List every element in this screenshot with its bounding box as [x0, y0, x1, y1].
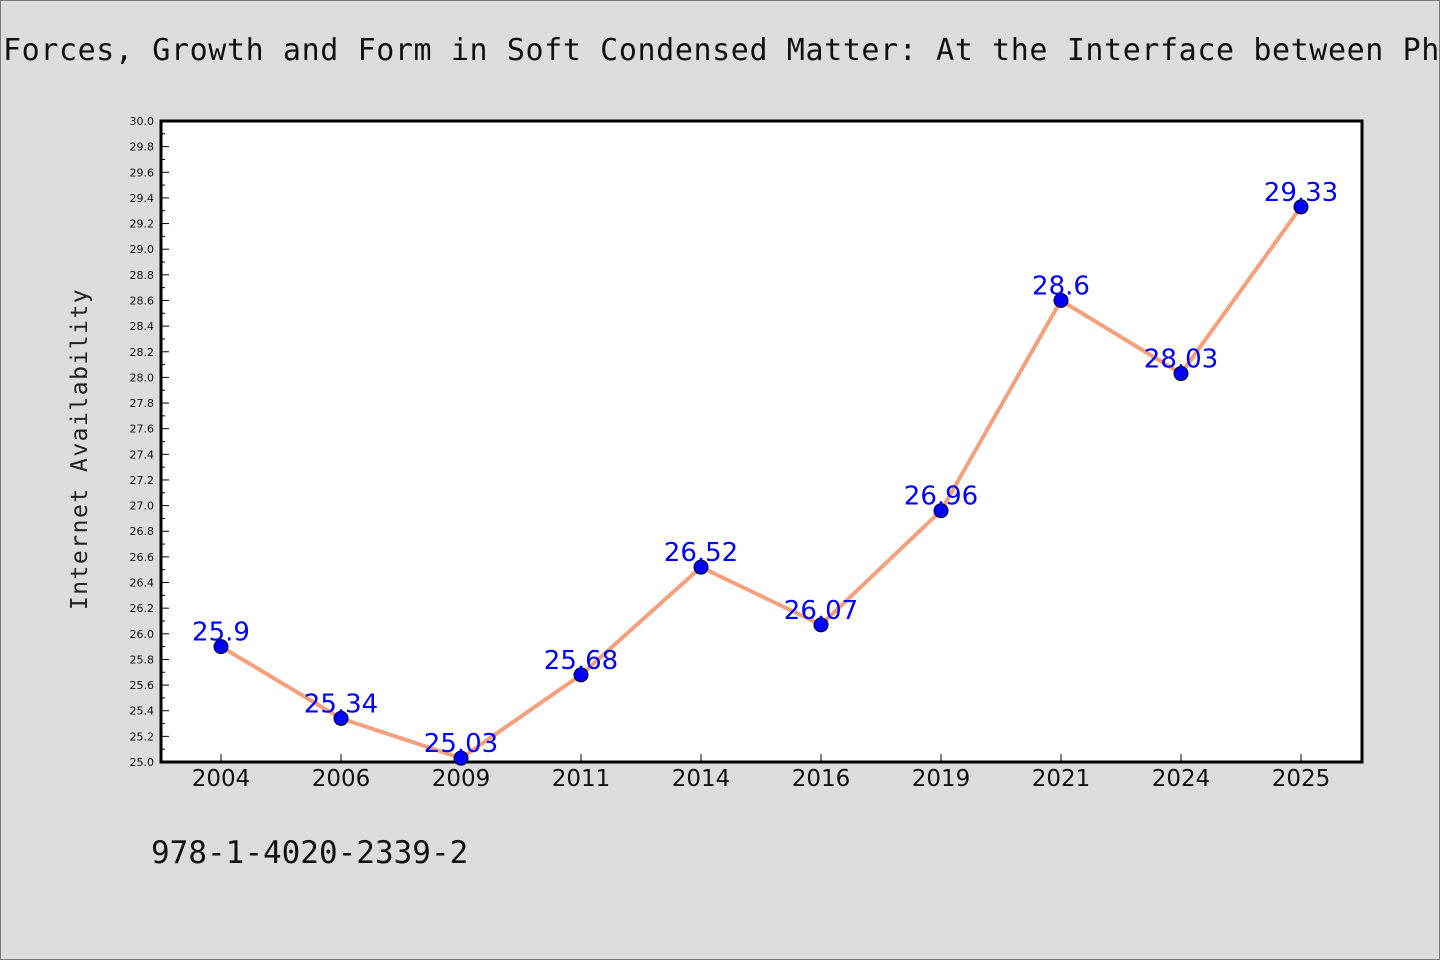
x-tick-label: 2009 — [432, 766, 491, 792]
x-tick-label: 2016 — [792, 766, 851, 792]
y-tick-label: 27.6 — [130, 423, 155, 436]
y-tick-label: 26.8 — [130, 525, 155, 538]
data-label: 28.6 — [1032, 271, 1090, 301]
y-tick-label: 26.6 — [130, 551, 155, 564]
y-axis-label: Internet Availability — [67, 288, 93, 610]
y-tick-label: 25.8 — [130, 653, 155, 666]
data-label: 25.68 — [544, 646, 618, 676]
y-tick-label: 29.4 — [130, 192, 155, 205]
y-tick-label: 27.0 — [130, 500, 155, 513]
isbn-text: 978-1-4020-2339-2 — [151, 835, 469, 871]
y-tick-label: 29.0 — [130, 243, 155, 256]
data-point — [1173, 366, 1189, 382]
data-point — [333, 710, 349, 726]
x-tick-label: 2011 — [552, 766, 611, 792]
data-point — [453, 750, 469, 766]
data-point — [693, 559, 709, 575]
y-tick-label: 29.2 — [130, 218, 155, 231]
y-tick-label: 30.0 — [130, 115, 155, 128]
x-tick-label: 2019 — [912, 766, 971, 792]
data-label: 26.52 — [664, 538, 738, 568]
y-tick-label: 26.0 — [130, 628, 155, 641]
y-tick-label: 28.0 — [130, 371, 155, 384]
data-points — [213, 199, 1309, 766]
y-tick-label: 28.6 — [130, 294, 155, 307]
chart-title: Forces, Growth and Form in Soft Condense… — [3, 33, 1440, 68]
y-axis-ticks: 25.0 25.2 25.4 25.6 25.8 26.0 26.2 26.4 26.6 26.8… — [130, 115, 169, 769]
data-labels: 25.9 25.34 25.03 25.68 26.52 26.07 26.96 28.6 28… — [192, 178, 1338, 759]
series-line — [219, 205, 1303, 761]
y-tick-label: 29.8 — [130, 141, 155, 154]
data-point — [213, 639, 229, 655]
x-tick-label: 2025 — [1272, 766, 1331, 792]
x-tick-label: 2024 — [1152, 766, 1211, 792]
data-point — [1053, 292, 1069, 308]
data-point — [813, 617, 829, 633]
y-tick-label: 27.4 — [130, 448, 155, 461]
y-tick-label: 27.2 — [130, 474, 155, 487]
data-label: 29.33 — [1264, 178, 1338, 208]
x-tick-label: 2004 — [192, 766, 251, 792]
y-tick-label: 25.4 — [130, 705, 155, 718]
y-tick-label: 26.4 — [130, 577, 155, 590]
data-label: 25.03 — [424, 729, 498, 759]
data-label: 25.34 — [304, 689, 378, 719]
y-tick-label: 25.2 — [130, 730, 155, 743]
data-point — [1293, 199, 1309, 215]
y-tick-label: 28.4 — [130, 320, 155, 333]
x-tick-label: 2014 — [672, 766, 731, 792]
data-point — [573, 667, 589, 683]
x-tick-label: 2006 — [312, 766, 371, 792]
plot-area — [159, 119, 1364, 764]
data-label: 26.96 — [904, 482, 978, 512]
data-label: 26.07 — [784, 596, 858, 626]
y-tick-label: 27.8 — [130, 397, 155, 410]
y-tick-label: 25.6 — [130, 679, 155, 692]
y-tick-label: 28.2 — [130, 346, 155, 359]
x-axis-ticks: 2004 2006 2009 2011 2014 2016 2019 2021 2024 2025 — [192, 754, 1331, 792]
y-tick-label: 26.2 — [130, 602, 155, 615]
data-label: 25.9 — [192, 618, 250, 648]
y-tick-label: 29.6 — [130, 166, 155, 179]
data-label: 28.03 — [1144, 345, 1218, 375]
data-point — [933, 503, 949, 519]
y-tick-label: 28.8 — [130, 269, 155, 282]
y-tick-label: 25.0 — [130, 756, 155, 769]
x-tick-label: 2021 — [1032, 766, 1091, 792]
